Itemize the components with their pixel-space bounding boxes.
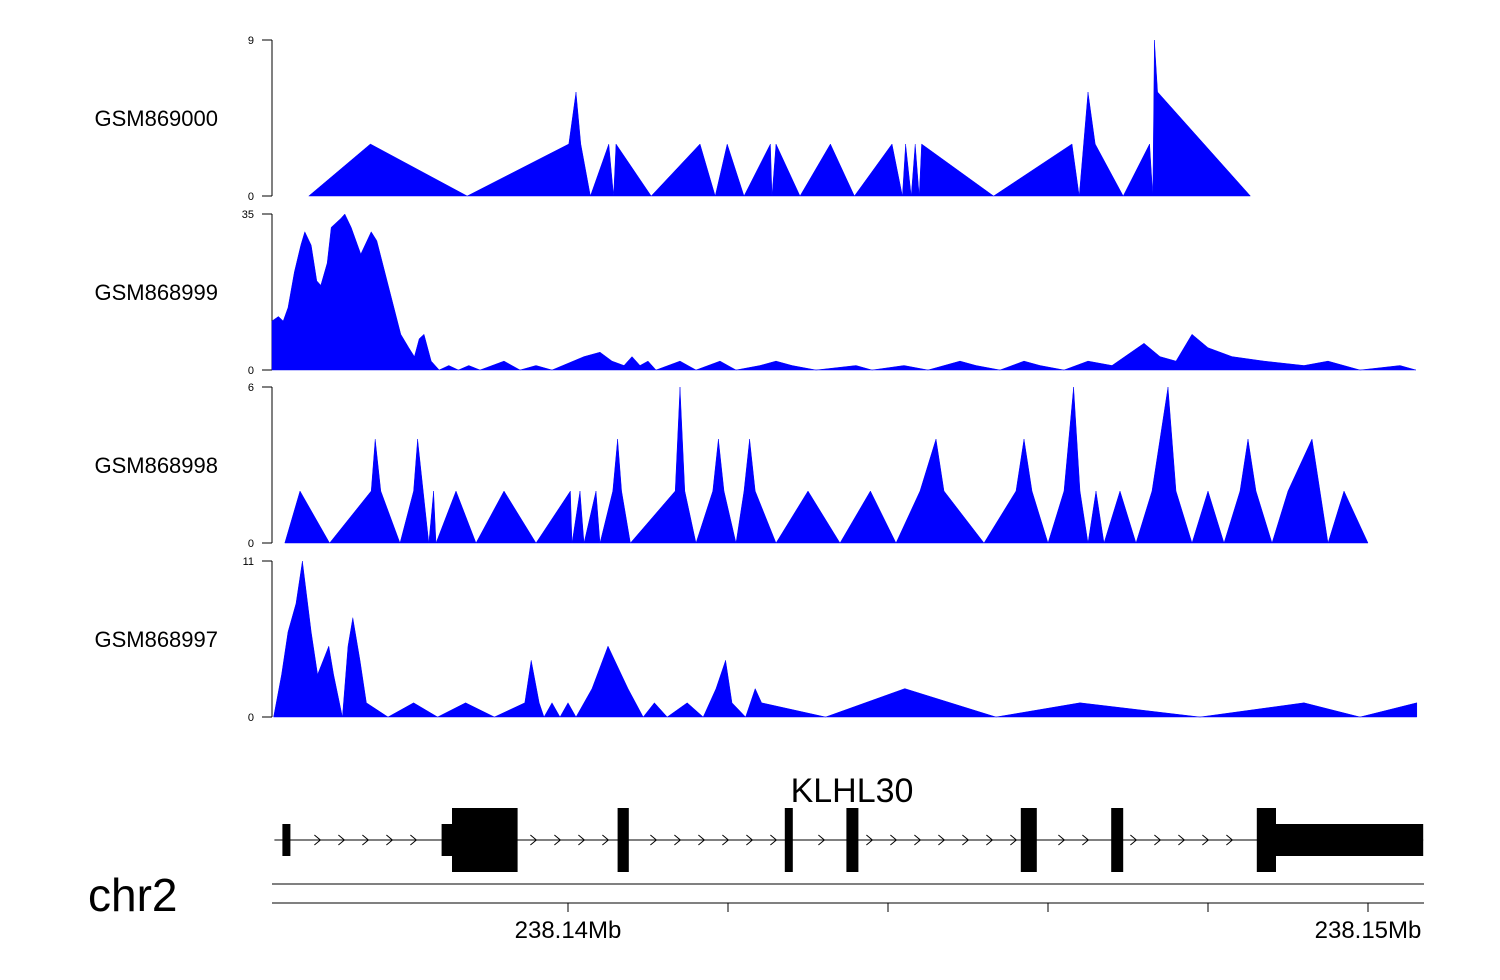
gene-track: KLHL30 [274,772,1424,872]
strand-arrow [362,834,370,846]
strand-arrow [1082,834,1090,846]
strand-arrow [1226,834,1234,846]
track-label: GSM868998 [94,453,218,478]
strand-arrow [338,834,346,846]
strand-arrow [1130,834,1138,846]
strand-arrow [698,834,706,846]
strand-arrow [938,834,946,846]
y-axis-tick-label: 11 [243,556,254,568]
signal-tracks: GSM86900009GSM868999035GSM86899806GSM868… [94,35,1418,724]
y-axis-tick-label: 35 [242,209,254,221]
strand-arrow [746,834,754,846]
track-gsm868998: GSM868998 0 6 [94,382,1369,550]
signal-area [273,560,1418,718]
strand-arrow [650,834,658,846]
strand-arrow [602,834,610,846]
gene-exon-cds [1020,808,1037,872]
signal-area [271,213,1417,371]
gene-exon-utr [441,824,452,856]
y-axis-tick-label: 0 [248,191,254,203]
strand-arrow [818,834,826,846]
genome-axis-tick-label: 238.15Mb [1315,917,1422,944]
strand-arrow [1010,834,1018,846]
y-axis-tick-label: 0 [248,538,254,550]
strand-arrow [866,834,874,846]
signal-area [308,39,1251,197]
gene-exon-cds [452,808,518,872]
track-label: GSM868999 [94,280,218,305]
strand-arrow [314,834,322,846]
strand-arrow [722,834,730,846]
track-label: GSM868997 [94,627,218,652]
strand-arrow [1154,834,1162,846]
genome-axis: chr2 238.14Mb 238.15Mb [88,869,1424,944]
gene-exon-cds [784,808,793,872]
genome-axis-tick-label: 238.14Mb [515,917,622,944]
strand-arrow [1202,834,1210,846]
y-axis-tick-label: 0 [248,365,254,377]
y-axis-tick-label: 9 [248,35,254,47]
strand-arrow [554,834,562,846]
gene-exon-utr [282,824,291,856]
signal-area [284,386,1369,544]
gene-name-label: KLHL30 [791,772,914,810]
track-gsm869000: GSM869000 0 9 [94,35,1251,203]
y-axis-tick-label: 6 [248,382,254,394]
strand-arrow [770,834,778,846]
strand-arrow [386,834,394,846]
y-axis-tick-label: 0 [248,712,254,724]
strand-arrow [530,834,538,846]
track-label: GSM869000 [94,106,218,131]
strand-arrow [962,834,970,846]
strand-arrow [1058,834,1066,846]
gene-exon-utr [1276,824,1424,856]
track-gsm868999: GSM868999 0 35 [94,209,1417,377]
strand-arrow [986,834,994,846]
track-gsm868997: GSM868997 0 11 [94,556,1418,724]
strand-arrow [674,834,682,846]
strand-arrow [1178,834,1186,846]
strand-arrow [410,834,418,846]
gene-exon-cds [1111,808,1124,872]
strand-arrow [914,834,922,846]
gene-exon-cds [1256,808,1276,872]
gene-model [274,808,1424,872]
strand-arrow [890,834,898,846]
gene-exon-cds [617,808,629,872]
chromosome-label: chr2 [88,869,177,921]
gene-exon-cds [846,808,859,872]
strand-arrow [578,834,586,846]
